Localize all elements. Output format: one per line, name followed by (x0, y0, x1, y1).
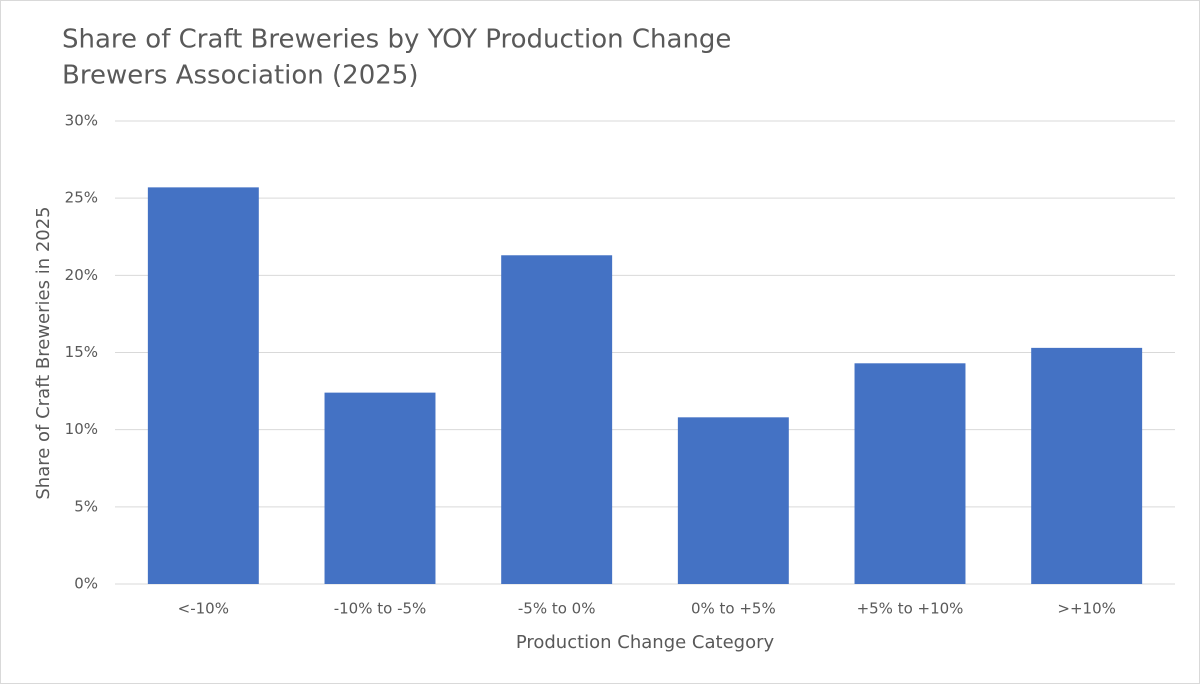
y-tick-label: 0% (74, 575, 98, 593)
chart-subtitle: Brewers Association (2025) (62, 61, 418, 91)
x-tick-label: -5% to 0% (518, 600, 596, 618)
y-tick-label: 5% (74, 497, 98, 515)
x-axis-title: Production Change Category (516, 632, 775, 653)
y-tick-label: 10% (65, 420, 98, 438)
bar (1031, 347, 1143, 584)
x-tick-label: 0% to +5% (691, 600, 776, 618)
bar (501, 255, 613, 584)
bar (147, 187, 259, 584)
x-tick-label: >+10% (1057, 600, 1115, 618)
y-tick-label: 25% (65, 189, 98, 207)
chart-title: Share of Craft Breweries by YOY Producti… (62, 25, 731, 55)
y-tick-label: 20% (65, 266, 98, 284)
y-tick-label: 30% (65, 112, 98, 130)
bar (324, 392, 436, 584)
bar (677, 417, 789, 584)
y-axis-title: Share of Craft Breweries in 2025 (33, 206, 54, 499)
x-tick-label: <-10% (178, 600, 229, 618)
x-tick-label: +5% to +10% (857, 600, 964, 618)
y-tick-label: 15% (65, 343, 98, 361)
bar (854, 363, 966, 584)
x-tick-label: -10% to -5% (334, 600, 427, 618)
